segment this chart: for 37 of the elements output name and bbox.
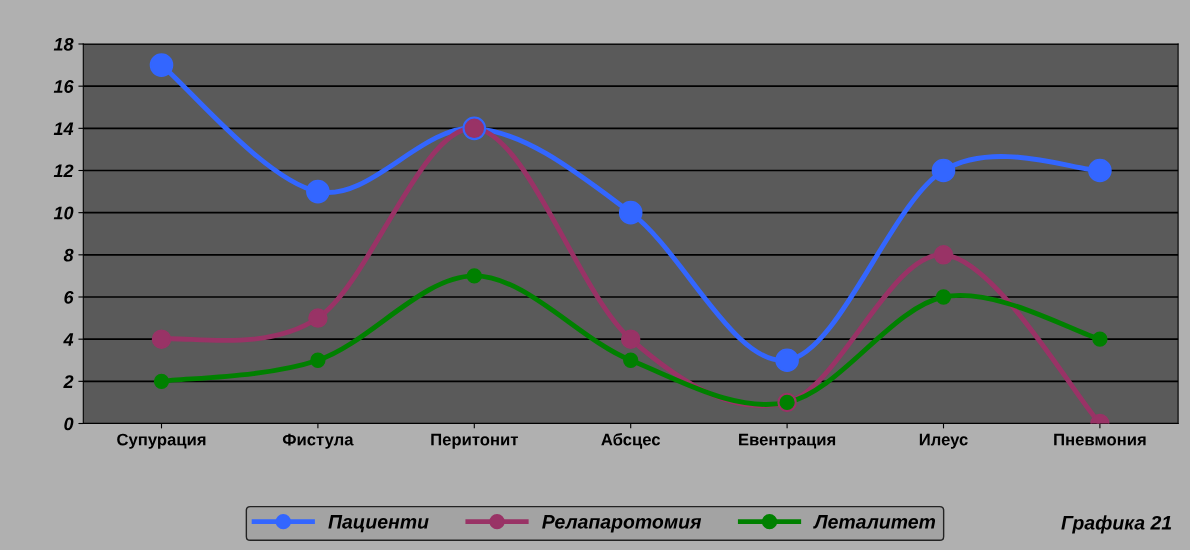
y-tick-label: 0 [64,417,74,431]
point [466,268,482,284]
point [620,329,641,349]
point [1092,331,1108,347]
y-tick-label: 14 [53,122,74,135]
x-tick-label: Пневмония [1054,433,1146,446]
point [935,289,952,305]
y-tick-label: 18 [53,37,74,51]
point [931,158,956,183]
point [1088,158,1112,183]
legend-label: Леталитет [813,515,936,529]
text: Графика 21 [1061,515,1172,534]
y-tick-label: 2 [63,375,74,388]
point [151,329,172,349]
y-tick-label: 6 [64,290,74,304]
legend-label: Релапаротомия [542,515,702,533]
y-tick-label: 10 [53,206,74,220]
x-tick-label: Абсцес [601,433,661,449]
point [308,308,328,328]
point [618,200,643,225]
y-tick-label: 12 [53,164,74,178]
point [306,179,330,204]
x-tick-label: Перитонит [431,433,518,449]
point [775,348,799,373]
legend-label: Пациенти [328,515,429,533]
y-tick-label: 4 [63,333,74,346]
x-tick-label: Евентрация [739,433,836,449]
point [933,245,954,265]
x-tick-label: Илеус [919,433,968,449]
y-tick-label: 16 [53,80,74,93]
point [310,352,326,368]
x-tick-label: Супурация [117,433,206,449]
point [149,53,174,77]
point [623,352,639,368]
x-tick-label: Фистула [282,433,354,449]
point [153,373,170,389]
y-tick-label: 8 [63,248,74,262]
